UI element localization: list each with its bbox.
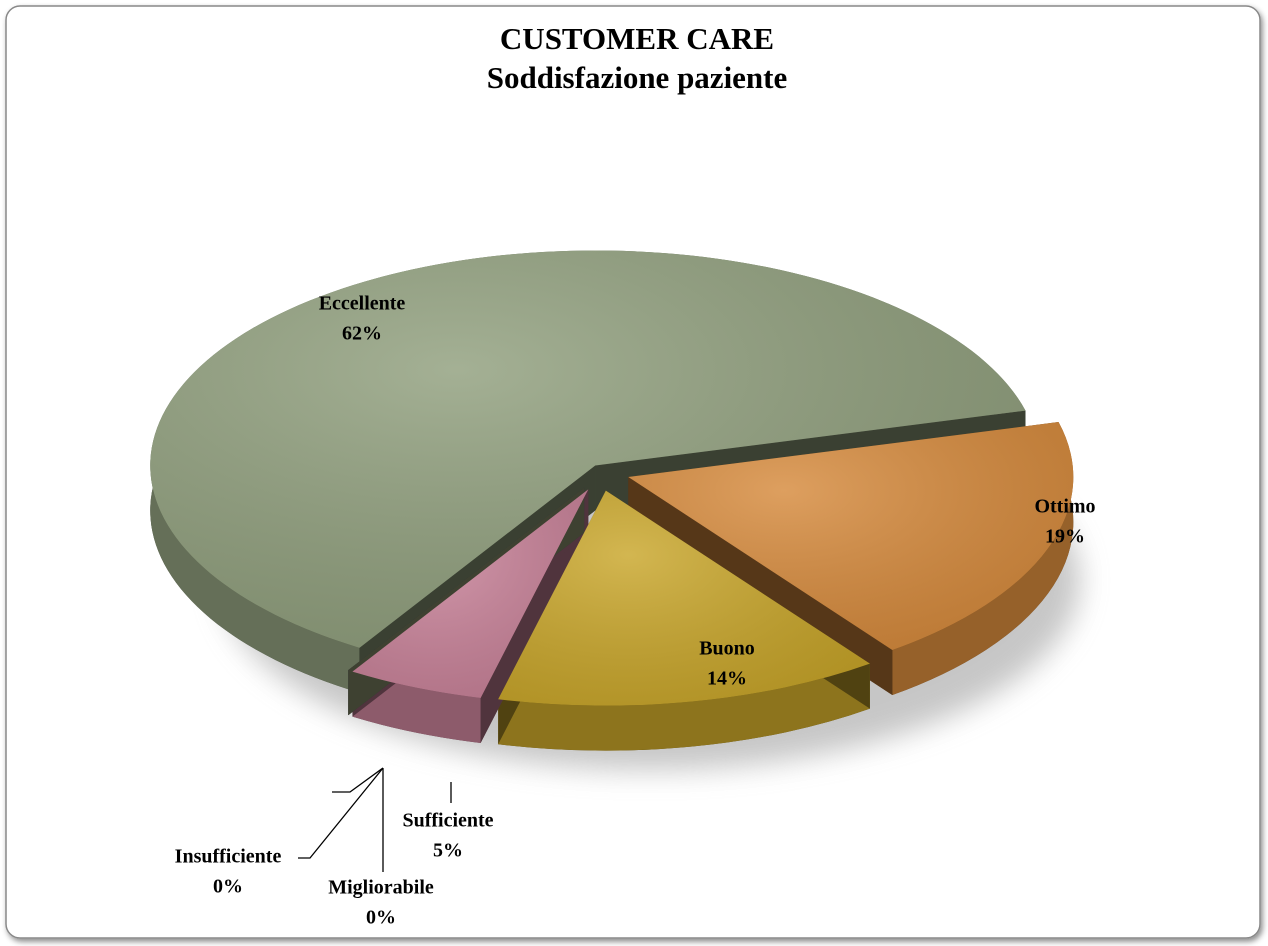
value-label: 14%	[707, 668, 747, 690]
slice-outer-wall	[498, 663, 870, 751]
category-label: Insufficiente	[175, 846, 282, 868]
slice-shine	[628, 422, 1074, 651]
slice-shine	[150, 250, 1026, 648]
category-label: Buono	[699, 638, 755, 660]
leader-lines	[298, 767, 452, 872]
value-label: 62%	[342, 323, 382, 345]
category-label: Eccellente	[319, 293, 406, 315]
chart-subtitle: Soddisfazione paziente	[487, 60, 788, 95]
value-label: 19%	[1045, 526, 1085, 548]
value-label: 5%	[433, 840, 463, 862]
slice-shine	[348, 487, 585, 671]
slice-outer-wall	[892, 422, 1074, 696]
category-label: Migliorabile	[328, 877, 434, 899]
leader-line	[298, 767, 384, 859]
slice-shine	[498, 490, 870, 706]
data-labels: Eccellente 62% Ottimo 19% Buono 14% Sufficient…	[175, 293, 1096, 929]
category-label: Sufficiente	[402, 810, 493, 832]
chart-title: CUSTOMER CARE	[500, 21, 774, 56]
slice-tops	[150, 250, 1074, 706]
leader-line	[332, 767, 384, 793]
value-label: 0%	[213, 876, 243, 898]
category-label: Ottimo	[1034, 496, 1095, 518]
slice-shine	[352, 489, 589, 698]
value-label: 0%	[366, 907, 396, 929]
